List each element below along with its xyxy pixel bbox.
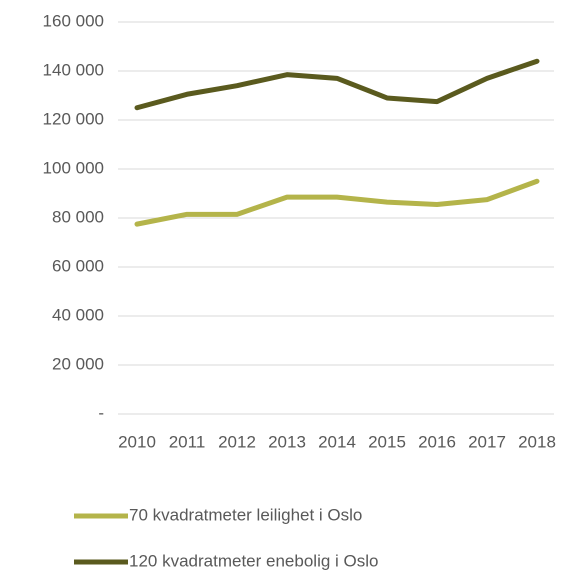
y-tick-label: 60 000 — [52, 256, 104, 275]
x-tick-label: 2010 — [118, 432, 156, 451]
y-tick-label: 140 000 — [43, 60, 104, 79]
x-tick-label: 2012 — [218, 432, 256, 451]
y-tick-label: 40 000 — [52, 305, 104, 324]
y-tick-label: 160 000 — [43, 11, 104, 30]
x-tick-label: 2013 — [268, 432, 306, 451]
x-tick-label: 2011 — [169, 432, 206, 451]
x-tick-label: 2015 — [368, 432, 406, 451]
x-tick-label: 2017 — [468, 432, 506, 451]
y-tick-label: 20 000 — [52, 354, 104, 373]
y-tick-label: 120 000 — [43, 109, 104, 128]
series-line — [134, 178, 540, 227]
series-line — [134, 58, 540, 111]
x-tick-label: 2018 — [518, 432, 556, 451]
legend-label: 70 kvadratmeter leilighet i Oslo — [129, 505, 362, 524]
x-tick-label: 2014 — [318, 432, 356, 451]
y-tick-label: - — [98, 403, 104, 422]
y-tick-label: 100 000 — [43, 158, 104, 177]
legend-label: 120 kvadratmeter enebolig i Oslo — [129, 551, 378, 570]
y-tick-label: 80 000 — [52, 207, 104, 226]
x-tick-label: 2016 — [418, 432, 456, 451]
